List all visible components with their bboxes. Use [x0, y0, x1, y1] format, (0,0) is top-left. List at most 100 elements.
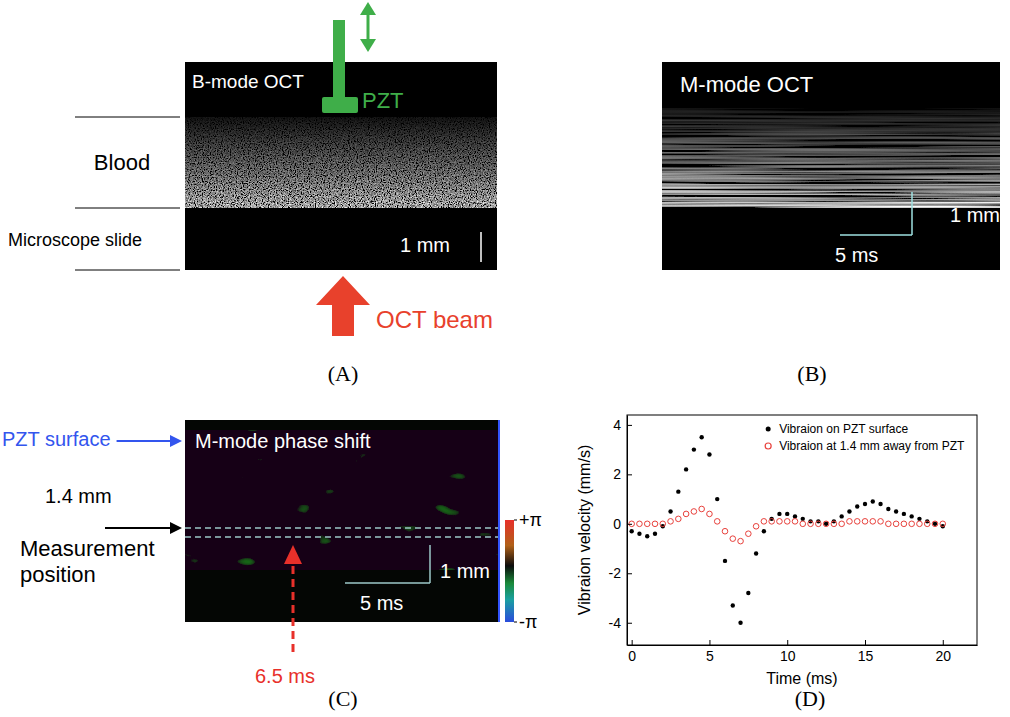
data-point: [683, 511, 689, 517]
data-point: [886, 507, 890, 511]
data-point: [660, 521, 666, 527]
arrow-shaft: [117, 440, 172, 442]
mmode-speckle: [662, 108, 1000, 208]
axis-title: Vibraion velocity (mm/s): [576, 445, 593, 615]
arrow-head: [360, 2, 376, 15]
data-point: [793, 514, 797, 518]
data-point: [668, 519, 674, 525]
arrow-head: [360, 39, 376, 52]
data-point: [653, 532, 657, 536]
tick-label: 0: [613, 516, 621, 532]
data-point: [917, 517, 921, 521]
tick-label: 15: [858, 648, 874, 664]
data-point: [676, 489, 680, 493]
data-point: [839, 521, 845, 527]
panel-b: M-mode OCT1 mm5 ms(B): [662, 62, 1000, 386]
data-point: [933, 522, 937, 526]
data-point: [762, 529, 766, 533]
scale-bar: [840, 234, 912, 236]
plot-frame: [627, 415, 977, 645]
speckle-fade: [185, 117, 497, 208]
tick-mark: [709, 640, 710, 645]
data-point: [863, 502, 867, 506]
data-point: [637, 521, 643, 527]
legend: Vibraion on PZT surface Vibraion at 1.4 m…: [765, 422, 965, 453]
legend-marker: [766, 427, 771, 432]
data-point: [878, 519, 884, 525]
tick-mark: [627, 573, 632, 574]
tick: -2: [609, 565, 632, 581]
panel-letter: (A): [328, 361, 359, 386]
data-point: [731, 603, 735, 607]
data-point: [738, 538, 744, 544]
scale-label: 5 ms: [835, 244, 878, 266]
legend-item: Vibraion on PZT surface: [766, 422, 909, 436]
tick-mark: [787, 640, 788, 645]
data-point: [730, 536, 736, 542]
scale-bar: [429, 545, 431, 583]
tick-mark: [627, 425, 632, 426]
data-point: [714, 519, 720, 525]
data-point: [785, 512, 789, 516]
data-point: [707, 452, 711, 456]
scale-bar: [480, 232, 482, 262]
background: [0, 0, 1010, 717]
tick-mark: [627, 623, 632, 624]
arrow-head: [284, 545, 302, 564]
surface-arrow: [117, 435, 182, 447]
tick-label: -4: [609, 615, 622, 631]
data-point: [800, 521, 806, 527]
tick: 0: [613, 516, 632, 532]
data-point: [816, 521, 822, 527]
phase-noise: [185, 430, 498, 570]
time-marker: [292, 562, 295, 652]
data-point: [629, 529, 633, 533]
layer-line: [75, 117, 180, 118]
arrow-head: [170, 435, 182, 447]
tick-label: 20: [935, 648, 951, 664]
scale-label: 1 mm: [440, 560, 490, 582]
tick-mark: [943, 640, 944, 645]
data-point: [870, 519, 876, 525]
x-axis: 05101520: [628, 640, 978, 664]
tick-label: 5: [706, 648, 714, 664]
legend-label: Vibraion at 1.4 mm away from PZT: [779, 439, 965, 453]
colorbar: [505, 520, 514, 622]
data-point: [777, 512, 781, 516]
data-point: [754, 551, 758, 555]
annotation: PZT surface: [2, 428, 111, 450]
data-point: [668, 509, 672, 513]
data-point: [691, 509, 697, 515]
data-point: [637, 532, 641, 536]
data-point: [924, 521, 930, 527]
data-point: [909, 514, 913, 518]
data-point: [839, 514, 843, 518]
tick: 15: [858, 640, 874, 664]
pzt-plate: [322, 97, 358, 113]
tick-label: 0: [628, 648, 636, 664]
data-point: [878, 502, 882, 506]
tick-mark: [865, 640, 866, 645]
data-point: [823, 521, 829, 527]
panel-d: 05101520-4-2024Time (ms)Vibraion velocit…: [576, 415, 978, 711]
data-point: [847, 519, 853, 525]
data-point: [699, 435, 703, 439]
axis-title: Time (ms): [766, 670, 837, 687]
time-label: 6.5 ms: [255, 665, 315, 687]
oct-image: [662, 62, 1000, 270]
image-title: M-mode phase shift: [195, 430, 371, 452]
pzt-label: PZT: [362, 88, 404, 113]
tick-mark: [627, 524, 632, 525]
scale-bar: [911, 192, 913, 235]
tick-label: 2: [613, 466, 621, 482]
data-point: [746, 591, 750, 595]
tick: 20: [935, 640, 951, 664]
axis-domain: [628, 645, 978, 646]
annotation: 1.4 mm: [45, 485, 112, 507]
data-points: [629, 435, 946, 625]
data-point: [769, 519, 775, 525]
tick-label: 4: [613, 417, 621, 433]
layer-label: Microscope slide: [8, 230, 142, 250]
image-edge: [498, 420, 500, 622]
data-point: [777, 519, 783, 525]
